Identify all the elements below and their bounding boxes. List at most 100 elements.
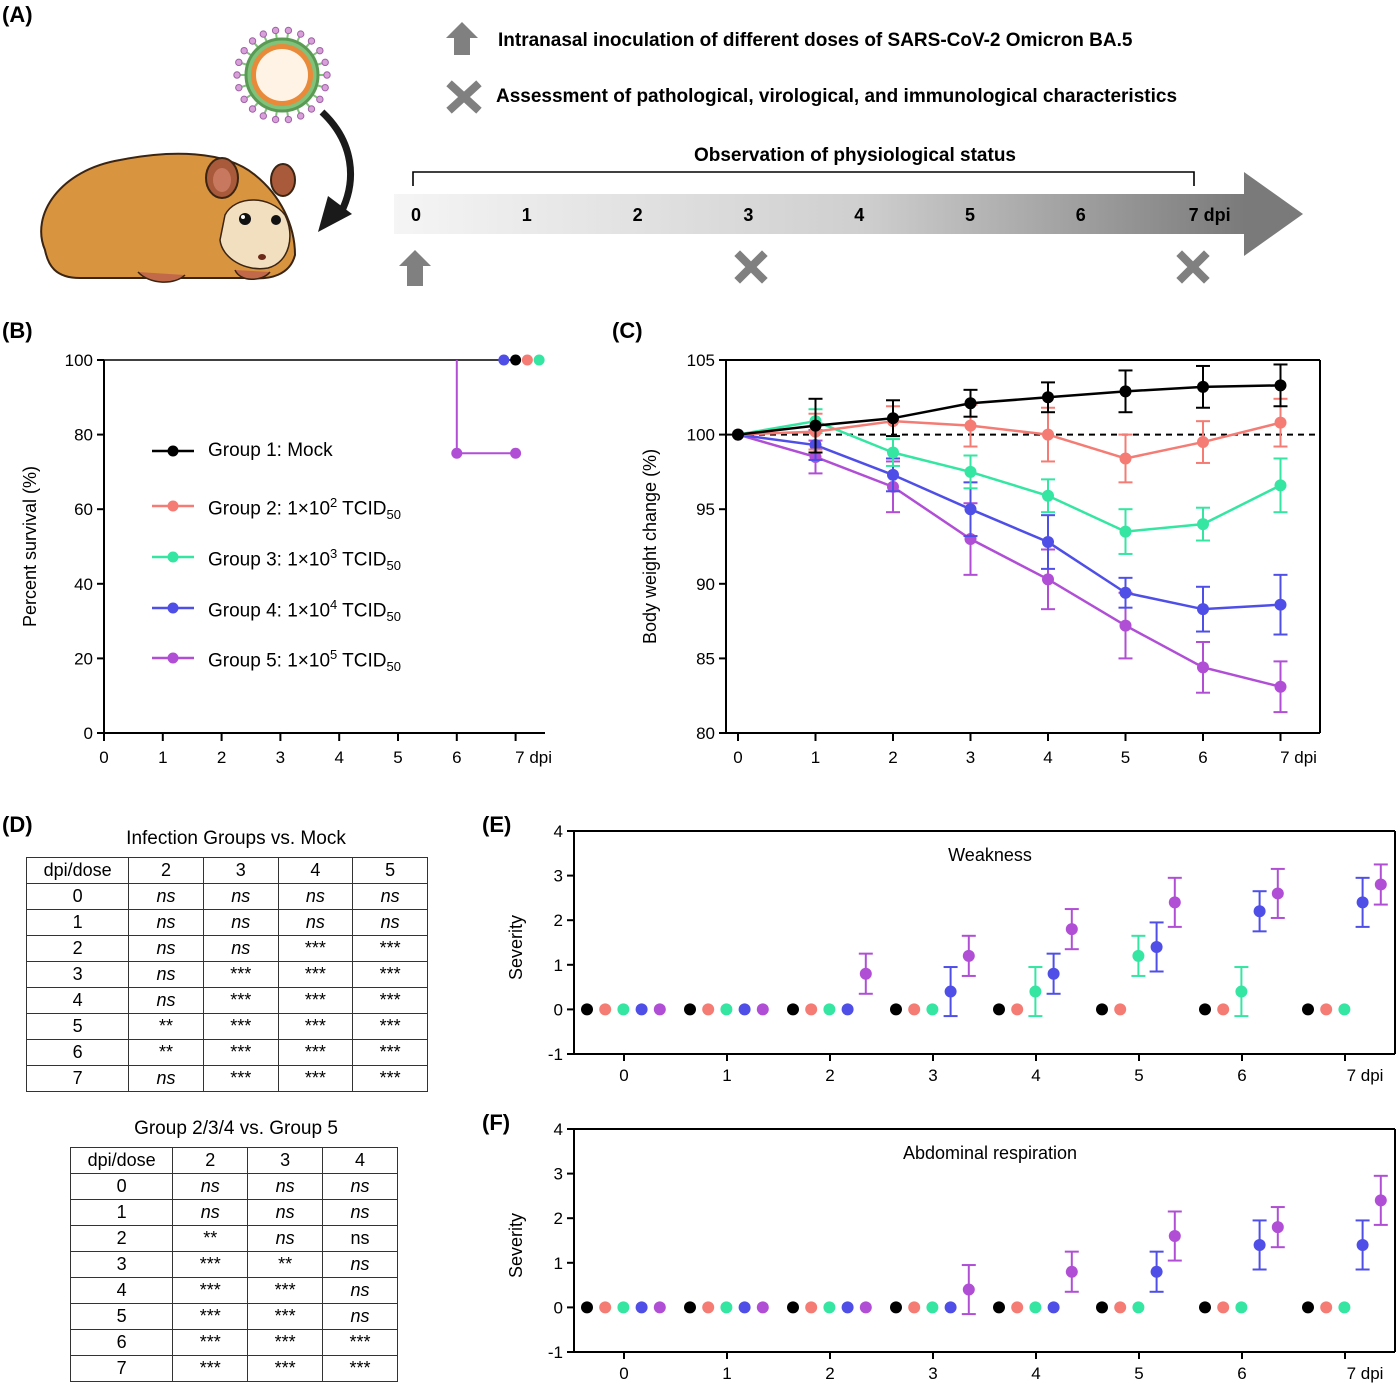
legend-group-name: Group 5: bbox=[208, 650, 288, 672]
legend-unit-subscript: 50 bbox=[386, 609, 401, 625]
weight-line-group1 bbox=[737, 384, 1281, 436]
weakness-point-group1 bbox=[684, 1003, 696, 1016]
weakness-point-group4 bbox=[1356, 896, 1369, 909]
survival-y-label: Percent survival (%) bbox=[20, 466, 40, 627]
weight-line-group5 bbox=[737, 433, 1281, 688]
weakness-point-group3 bbox=[720, 1003, 733, 1016]
table-cell: ns bbox=[352, 883, 428, 910]
weakness-point-group5 bbox=[859, 967, 872, 980]
weakness-point-group2 bbox=[1114, 1003, 1127, 1016]
table-cell: ns bbox=[322, 1225, 398, 1252]
weakness-y-tick-label: 2 bbox=[554, 911, 563, 930]
virus-spike-head bbox=[316, 95, 324, 104]
legend-unit-subscript: 50 bbox=[386, 558, 401, 574]
weight-point-group4 bbox=[1119, 586, 1132, 599]
legend-unit: TCID bbox=[337, 600, 387, 622]
weakness-point-group3 bbox=[823, 1003, 836, 1016]
timeline-arrow bbox=[394, 172, 1303, 256]
table-cell: *** bbox=[172, 1251, 249, 1278]
weight-y-tick-label: 105 bbox=[687, 351, 715, 370]
legend-swatch-dot bbox=[167, 602, 179, 614]
legend-swatch-dot bbox=[167, 551, 179, 563]
panel-a-graphic: 0 1 2 3 4 5 6 7 dpi bbox=[40, 22, 1303, 286]
table-cell: 3 bbox=[247, 1147, 324, 1174]
abdominal-point-group2 bbox=[1011, 1301, 1024, 1314]
virus-spike-head bbox=[248, 37, 257, 45]
weight-point-group1 bbox=[964, 397, 977, 410]
table-cell: dpi/dose bbox=[25, 857, 130, 884]
panel-d-letter: (D) bbox=[2, 812, 33, 837]
virus-spike-head bbox=[284, 26, 293, 35]
weakness-point-group3 bbox=[617, 1003, 630, 1016]
weakness-point-group5 bbox=[1065, 923, 1078, 936]
weakness-point-group4 bbox=[1253, 905, 1266, 918]
virus-spike-head bbox=[235, 58, 243, 67]
table-row: 0 ns ns ns bbox=[69, 1173, 398, 1200]
weakness-point-group4 bbox=[944, 985, 957, 998]
survival-point-group4 bbox=[498, 354, 510, 366]
panel-c-letter: (C) bbox=[612, 318, 643, 343]
weakness-point-group2 bbox=[1011, 1003, 1024, 1016]
abdominal-point-group4 bbox=[635, 1301, 648, 1314]
weight-point-group1 bbox=[887, 412, 899, 425]
weakness-x-tick-label: 1 bbox=[722, 1066, 731, 1085]
weakness-point-group3 bbox=[1029, 985, 1042, 998]
weakness-y-tick-label: 4 bbox=[554, 822, 563, 841]
weight-y-label: Body weight change (%) bbox=[640, 449, 660, 644]
legend-label: Group 5: 1×105 TCID50 bbox=[208, 647, 401, 674]
abdominal-point-group3 bbox=[617, 1301, 630, 1314]
table-cell: ns bbox=[128, 961, 204, 988]
table-cell: ns bbox=[247, 1199, 324, 1226]
survival-x-tick-label: 2 bbox=[217, 748, 226, 767]
abdominal-point-group3 bbox=[926, 1301, 939, 1314]
table-cell: ns bbox=[322, 1277, 398, 1304]
weakness-point-group1 bbox=[787, 1003, 799, 1016]
table-cell: *** bbox=[277, 1013, 354, 1040]
table-cell: ns bbox=[322, 1303, 398, 1330]
weakness-point-group3 bbox=[1132, 949, 1145, 962]
weakness-y-tick-label: -1 bbox=[548, 1045, 563, 1064]
table-cell: ** bbox=[247, 1251, 324, 1278]
legend-b: Group 1: Mock Group 2: 1×102 TCID50 Group … bbox=[150, 436, 460, 676]
virus-spike-head bbox=[316, 46, 324, 55]
abdominal-y-tick-label: 1 bbox=[554, 1254, 563, 1273]
weakness-title: Weakness bbox=[948, 845, 1032, 865]
legend-swatch-group5 bbox=[152, 652, 194, 664]
table-cell: *** bbox=[202, 1013, 279, 1040]
survival-x-tick-label: 4 bbox=[334, 748, 343, 767]
weight-line-group2 bbox=[737, 419, 1281, 460]
virus-spike-head bbox=[240, 95, 248, 104]
weakness-point-group2 bbox=[908, 1003, 921, 1016]
weakness-point-group5 bbox=[756, 1003, 769, 1016]
weakness-point-group5 bbox=[1271, 887, 1284, 900]
weakness-point-group1 bbox=[993, 1003, 1005, 1016]
weakness-point-group4 bbox=[635, 1003, 648, 1016]
weakness-point-group4 bbox=[1047, 967, 1060, 980]
abdominal-point-group1 bbox=[581, 1301, 593, 1314]
weakness-point-group1 bbox=[890, 1003, 902, 1016]
panel-f-letter: (F) bbox=[482, 1110, 511, 1135]
survival-y-tick-label: 80 bbox=[74, 426, 93, 445]
table-cell: 5 bbox=[69, 1303, 174, 1330]
virus-spike-head bbox=[284, 115, 293, 124]
virus-spike-head bbox=[271, 26, 280, 35]
weight-x-tick-label: 0 bbox=[733, 748, 742, 767]
abdominal-point-group3 bbox=[823, 1301, 836, 1314]
weakness-x-tick-label: 0 bbox=[619, 1066, 628, 1085]
bracket-label: Observation of physiological status bbox=[693, 145, 1016, 166]
table-header-row: dpi/dose 2 3 4 5 bbox=[25, 857, 428, 884]
table-cell: *** bbox=[352, 987, 428, 1014]
table-cell: *** bbox=[352, 1039, 428, 1066]
abdominal-point-group4 bbox=[1150, 1265, 1163, 1278]
legend-swatch-group1 bbox=[152, 445, 194, 457]
table-d2: dpi/dose 2 3 4 0 ns ns ns 1 ns ns ns 2 ** ns ns 3 *** ** n… bbox=[69, 1147, 398, 1382]
weakness-y-tick-label: 1 bbox=[554, 956, 563, 975]
table-cell: 2 bbox=[172, 1147, 249, 1174]
weight-point-group1 bbox=[1042, 391, 1054, 404]
weight-point-group3 bbox=[964, 465, 977, 478]
abdominal-point-group4 bbox=[944, 1301, 957, 1314]
timeline-tick-label: 2 bbox=[633, 205, 643, 225]
weakness-point-group2 bbox=[1217, 1003, 1230, 1016]
survival-x-tick-label: 5 bbox=[393, 748, 402, 767]
abdominal-point-group5 bbox=[653, 1301, 666, 1314]
